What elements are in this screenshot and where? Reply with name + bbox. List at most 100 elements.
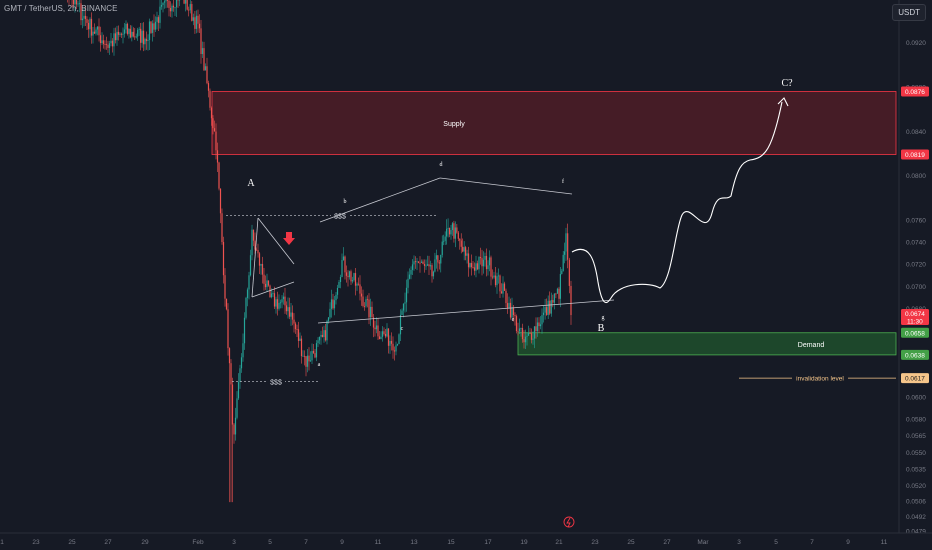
candle-body [353, 273, 355, 281]
candle [505, 288, 507, 308]
candle [402, 303, 405, 318]
candle-body [407, 278, 409, 288]
candle [491, 269, 494, 280]
currency-unit-button[interactable]: USDT [892, 4, 926, 21]
projection-arrowhead [777, 97, 789, 107]
candle-body [198, 23, 201, 29]
candle-body [92, 31, 94, 36]
candle [221, 208, 223, 245]
candle [278, 294, 280, 311]
candle-body [302, 355, 304, 357]
candle [398, 333, 400, 345]
candle [470, 254, 473, 276]
candle-body [75, 0, 78, 5]
price-tick-label: 0.0550 [906, 450, 926, 457]
candle [72, 0, 75, 7]
candle-body [116, 31, 118, 41]
candle-body [552, 299, 554, 303]
candle-body [473, 267, 476, 271]
candle-body [107, 44, 109, 48]
candle-body [89, 18, 91, 30]
candle-body [297, 329, 300, 341]
candle-body [154, 21, 157, 30]
candle [308, 347, 310, 371]
candle [203, 41, 205, 71]
candle-body [186, 0, 188, 10]
candle [535, 317, 537, 339]
candle-body [459, 238, 461, 241]
candle-body [279, 302, 282, 304]
candle-body [481, 258, 483, 267]
lightning-icon[interactable] [563, 516, 575, 528]
candle-body [195, 15, 198, 29]
candle [312, 343, 315, 354]
price-tick-label: 0.0535 [906, 466, 926, 473]
candle [453, 220, 455, 243]
candle-body [273, 293, 276, 307]
candle-body [142, 30, 145, 45]
candle [437, 255, 439, 272]
price-tick-label: 0.0506 [906, 499, 926, 506]
candle [482, 251, 485, 274]
candle-body [228, 348, 231, 364]
candle-body [336, 287, 339, 295]
candle [413, 255, 415, 271]
candle [321, 326, 324, 338]
candle-body [117, 31, 120, 35]
candle [335, 291, 337, 305]
time-tick-label: 3 [232, 539, 236, 546]
candle-body [192, 17, 194, 21]
candle-body [207, 83, 210, 91]
candle-body [123, 29, 126, 34]
pennant-top [257, 217, 295, 265]
candle-body [145, 38, 148, 42]
candle [154, 16, 157, 33]
candle-body [335, 294, 337, 301]
candle [204, 63, 207, 71]
candle [75, 0, 78, 9]
candle [171, 3, 173, 18]
candle [386, 323, 388, 338]
candle-body [269, 285, 271, 298]
candle [128, 28, 130, 39]
candle [318, 336, 321, 345]
candle [348, 270, 351, 280]
candle-body [351, 280, 354, 282]
candle-body [446, 228, 448, 237]
candle [429, 260, 432, 270]
candle [567, 223, 569, 269]
candle [549, 291, 551, 316]
candle-body [204, 66, 207, 71]
candle [157, 15, 160, 31]
candle [257, 243, 259, 258]
candle [177, 0, 179, 8]
price-label-bg [901, 149, 929, 160]
candle [469, 262, 471, 269]
candle [441, 235, 443, 258]
candle-body [156, 17, 158, 22]
candle [478, 256, 480, 274]
candle-body [414, 261, 417, 263]
candle-body [78, 3, 81, 5]
candle-body [381, 331, 384, 337]
candle [372, 314, 375, 338]
candle-body [252, 229, 255, 241]
candle-body [547, 300, 549, 315]
candle-body [311, 350, 313, 361]
candle-body [330, 299, 333, 309]
candle [227, 303, 229, 356]
candle [228, 347, 231, 503]
candle [356, 282, 358, 291]
candle [384, 329, 387, 339]
candle [344, 255, 346, 280]
candle-body [151, 23, 154, 33]
candle [481, 249, 483, 276]
candle-body [478, 257, 480, 270]
price-tick-label: 0.0760 [906, 217, 926, 224]
candle [306, 349, 309, 373]
candle-body [378, 336, 381, 340]
wave-label: c [401, 326, 404, 332]
wave-label: C? [781, 78, 793, 89]
candle-body [417, 261, 420, 263]
